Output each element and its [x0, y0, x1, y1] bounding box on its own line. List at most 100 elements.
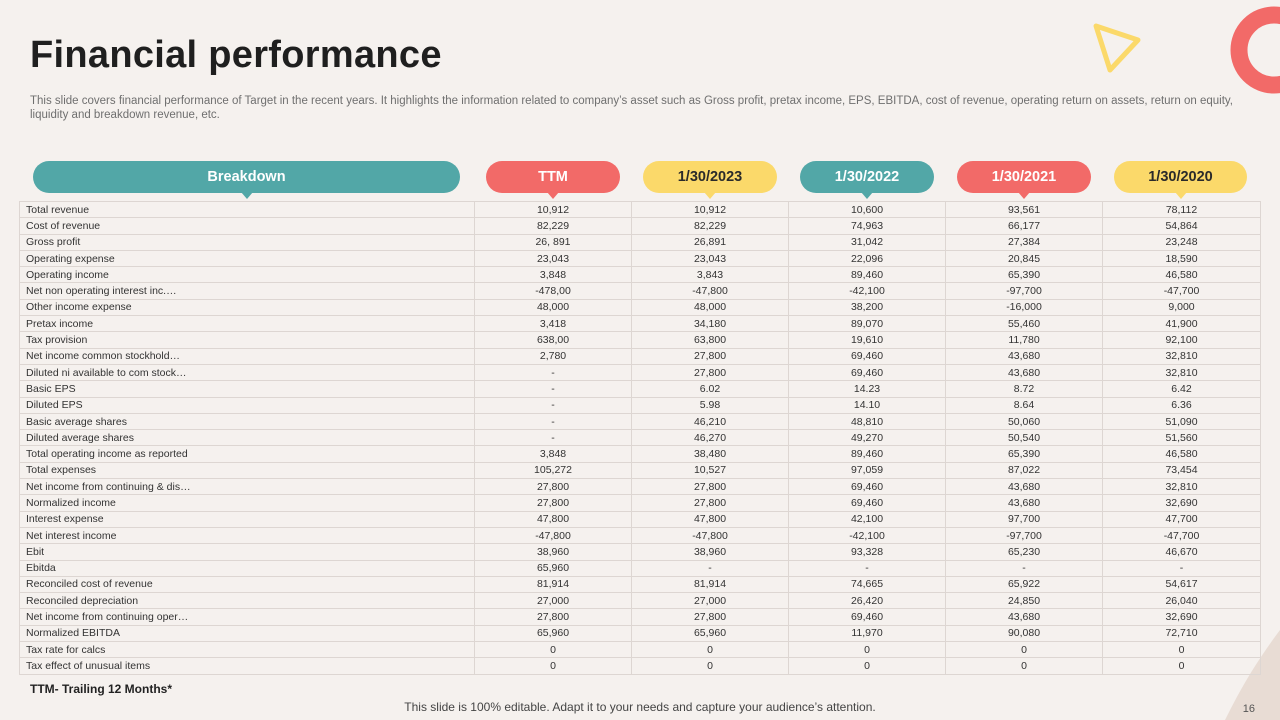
table-cell: 89,070 [788, 315, 946, 333]
table-cell: 46,580 [1102, 266, 1261, 284]
table-cell: 14.23 [788, 380, 946, 398]
table-cell: 89,460 [788, 266, 946, 284]
table-cell: 65,390 [945, 445, 1103, 463]
table-cell: -42,100 [788, 282, 946, 300]
table-cell: 24,850 [945, 592, 1103, 610]
table-row: Reconciled depreciation 27,000 27,000 26,42… [19, 592, 1261, 610]
corner-decoration-icon [1225, 630, 1280, 720]
header-label: Breakdown [207, 169, 286, 185]
row-label: Gross profit [19, 233, 475, 251]
row-label: Ebitda [19, 559, 475, 577]
row-label: Reconciled depreciation [19, 592, 475, 610]
pill-notch [240, 192, 253, 199]
table-row: Total expenses 105,272 10,527 97,059 87,022 7… [19, 461, 1261, 480]
table-cell: 55,460 [945, 315, 1103, 333]
table-row: Pretax income 3,418 34,180 89,070 55,460 41,9… [19, 315, 1261, 333]
table-row: Net non operating interest inc.… -478,00-… [19, 282, 1261, 300]
table-row: Net income common stockhold… 2,780 27,800 6… [19, 347, 1261, 365]
row-label: Cost of revenue [19, 217, 475, 235]
table-cell: 87,022 [945, 461, 1103, 480]
table-cell: 48,810 [788, 412, 946, 431]
row-label: Net non operating interest inc.… [19, 282, 475, 300]
table-cell: 14.10 [788, 396, 946, 414]
header-label: 1/30/2020 [1148, 169, 1213, 185]
ttm-footnote: TTM- Trailing 12 Months* [30, 682, 173, 696]
table-cell: 0 [788, 641, 946, 659]
row-label: Tax effect of unusual items [19, 657, 475, 675]
table-cell: 26,040 [1102, 592, 1261, 610]
table-row: Diluted EPS -5.98 14.10 8.64 6.36 [19, 396, 1261, 414]
table-cell: 97,059 [788, 461, 946, 480]
table-row: Cost of revenue 82,229 82,229 74,963 66,177 5… [19, 217, 1261, 235]
table-cell: 97,700 [945, 510, 1103, 528]
table-cell: 5.98 [631, 396, 789, 414]
table-cell: 27,000 [631, 592, 789, 610]
table-cell: 10,527 [631, 461, 789, 480]
table-cell: 51,090 [1102, 412, 1261, 431]
row-label: Diluted EPS [19, 396, 475, 414]
table-row: Normalized EBITDA 65,960 65,960 11,970 90,08… [19, 624, 1261, 643]
table-cell: 65,390 [945, 266, 1103, 284]
table-cell: 0 [1102, 657, 1261, 675]
table-cell: 27,800 [631, 494, 789, 512]
table-cell: 32,810 [1102, 347, 1261, 365]
table-row: Tax effect of unusual items 0 0 0 0 0 [19, 657, 1261, 675]
table-cell: 27,800 [631, 478, 789, 496]
table-cell: 82,229 [631, 217, 789, 235]
pill-notch [861, 192, 873, 199]
header-label: 1/30/2022 [834, 169, 900, 185]
table-cell: 3,843 [631, 266, 789, 284]
table-cell: 47,800 [474, 510, 632, 528]
table-row: Total operating income as reported 3,848 3… [19, 445, 1261, 463]
table-row: Diluted ni available to com stock… -27,80… [19, 363, 1261, 382]
row-label: Basic average shares [19, 412, 475, 431]
table-cell: 81,914 [474, 575, 632, 594]
table-cell: 3,418 [474, 315, 632, 333]
row-label: Other income expense [19, 298, 475, 317]
table-row: Ebit 38,960 38,960 93,328 65,230 46,670 [19, 543, 1261, 561]
table-cell: 6.36 [1102, 396, 1261, 414]
table-cell: 34,180 [631, 315, 789, 333]
row-label: Net income common stockhold… [19, 347, 475, 365]
table-cell: 65,230 [945, 543, 1103, 561]
table-cell: - [1102, 559, 1261, 577]
table-cell: 0 [945, 641, 1103, 659]
header-label: 1/30/2021 [991, 169, 1057, 185]
table-cell: 0 [631, 657, 789, 675]
table-cell: -478,00 [474, 282, 632, 300]
table-cell: 65,960 [474, 559, 632, 577]
table-cell: 81,914 [631, 575, 789, 594]
row-label: Total expenses [19, 461, 475, 480]
table-cell: 3,848 [474, 266, 632, 284]
table-cell: -47,800 [631, 282, 789, 300]
table-cell: 26,891 [631, 233, 789, 251]
table-cell: 18,590 [1102, 249, 1261, 268]
table-cell: 48,000 [474, 298, 632, 317]
table-cell: 54,617 [1102, 575, 1261, 594]
table-cell: - [631, 559, 789, 577]
table-cell: 41,900 [1102, 315, 1261, 333]
table-cell: 65,960 [474, 624, 632, 643]
row-label: Interest expense [19, 510, 475, 528]
table-cell: 26,420 [788, 592, 946, 610]
table-cell: 27,800 [474, 478, 632, 496]
financial-table: Total revenue 10,912 10,912 10,600 93,561 78,… [19, 200, 1261, 675]
slide-description: This slide covers financial performance … [30, 95, 1233, 121]
row-label: Total operating income as reported [19, 445, 475, 463]
table-cell: 6.02 [631, 380, 789, 398]
table-cell: 32,690 [1102, 494, 1261, 512]
table-cell: 93,328 [788, 543, 946, 561]
row-label: Pretax income [19, 315, 475, 333]
table-cell: 82,229 [474, 217, 632, 235]
table-cell: 27,800 [631, 608, 789, 626]
row-label: Diluted ni available to com stock… [19, 363, 475, 382]
table-cell: 43,680 [945, 608, 1103, 626]
table-cell: 69,460 [788, 608, 946, 626]
table-cell: - [945, 559, 1103, 577]
table-cell: 23,043 [631, 249, 789, 268]
table-row: Other income expense 48,000 48,000 38,200 -1… [19, 298, 1261, 317]
table-cell: 10,912 [474, 200, 632, 219]
table-cell: 32,690 [1102, 608, 1261, 626]
table-cell: 47,700 [1102, 510, 1261, 528]
table-cell: 54,864 [1102, 217, 1261, 235]
